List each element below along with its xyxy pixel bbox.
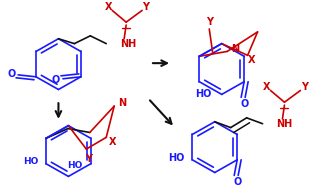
Text: X: X (263, 82, 270, 92)
Text: NH: NH (120, 39, 137, 49)
Text: NH: NH (277, 119, 293, 129)
Text: Y: Y (206, 17, 213, 27)
Text: O: O (240, 99, 248, 109)
Text: Y: Y (143, 2, 150, 12)
Text: O: O (7, 69, 15, 79)
Text: X: X (105, 2, 112, 12)
Text: HO: HO (23, 157, 38, 166)
Text: Y: Y (301, 82, 308, 92)
Text: N: N (118, 98, 126, 108)
Text: X: X (108, 137, 116, 147)
Text: HO: HO (68, 161, 83, 170)
Text: X: X (248, 55, 255, 65)
Text: HO: HO (196, 89, 212, 99)
Text: Y: Y (85, 154, 92, 164)
Text: HO: HO (168, 153, 184, 163)
Text: O: O (233, 177, 241, 187)
Text: N: N (231, 44, 239, 54)
Text: O: O (52, 75, 60, 85)
